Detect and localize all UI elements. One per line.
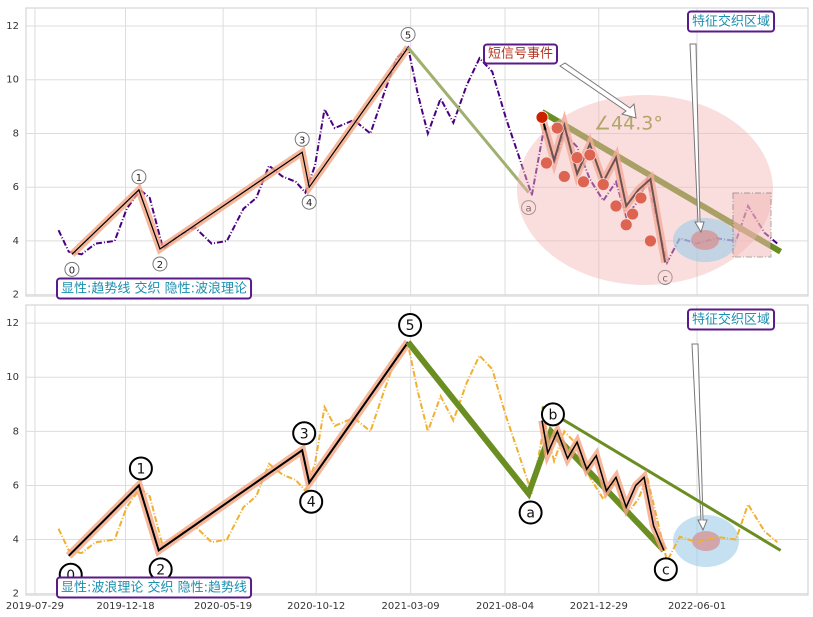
wave-line [541, 420, 665, 551]
signal-dot [557, 170, 571, 183]
y-tick-label: 6 [13, 182, 19, 193]
y-tick-label: 2 [13, 589, 19, 600]
feature-core [692, 531, 720, 551]
wave-label: 5 [405, 30, 411, 41]
wave-label-circle [152, 256, 168, 272]
x-tick-label: 2019-07-29 [6, 601, 64, 612]
wave-label: 4 [307, 495, 316, 511]
wave-label: b [549, 407, 558, 423]
signal-dot [644, 234, 657, 248]
annotation-box [687, 10, 776, 33]
arrow [559, 62, 637, 119]
annotation: 短信号事件 [488, 47, 553, 62]
wave-line [406, 46, 530, 194]
wave-label: c [662, 273, 668, 284]
arrow [691, 343, 708, 532]
y-tick-label: 4 [13, 535, 19, 546]
annotation: 特征交织区域 [692, 312, 770, 328]
feature-box [732, 192, 772, 258]
y-tick-label: 2 [13, 290, 19, 301]
wave-label-circle [657, 269, 673, 285]
wave-label-circle [294, 131, 310, 147]
wave-label-circle [131, 169, 147, 185]
wave-label-circle [540, 402, 565, 427]
y-tick-label: 10 [6, 372, 19, 383]
wave-label-circle [292, 421, 317, 446]
feature-core [691, 230, 719, 250]
wave-label-circle [301, 194, 317, 210]
angle-label: ∠44.3° [594, 113, 663, 135]
annotation-box [56, 576, 253, 599]
annotation-box [687, 308, 776, 331]
wave-label: 2 [156, 562, 165, 578]
wave-label: c [662, 562, 670, 578]
signal-dot [609, 199, 623, 213]
wave-label: 5 [406, 318, 415, 334]
x-tick-label: 2021-08-04 [476, 601, 534, 612]
wave-label-circle [518, 500, 543, 525]
x-tick-label: 2020-05-19 [194, 601, 252, 612]
wave-label-circle [521, 200, 537, 216]
y-tick-label: 12 [6, 318, 19, 329]
annotation-box [56, 277, 253, 300]
wave-label-circle [400, 26, 416, 42]
wave-label-circle [64, 261, 80, 277]
annotation-box [483, 43, 559, 65]
signal-dot [550, 121, 564, 135]
annotation: 显性:波浪理论 交织 隐性:趋势线 [61, 580, 247, 596]
signal-dot [634, 191, 648, 205]
signal-dot [577, 175, 590, 189]
wave-label: a [526, 506, 535, 522]
signal-dot [535, 110, 549, 124]
annotation: 特征交织区域 [692, 14, 770, 30]
signal-dot [619, 218, 633, 232]
x-tick-label: 2021-03-09 [382, 601, 440, 612]
y-tick-label: 12 [6, 21, 19, 32]
signal-dot [596, 178, 610, 191]
wave-label: 3 [299, 135, 305, 146]
wave-line [68, 341, 409, 557]
y-tick-label: 4 [13, 236, 19, 247]
y-tick-label: 8 [13, 128, 19, 139]
x-tick-label: 2019-12-18 [96, 601, 154, 612]
wave-label: 2 [157, 260, 163, 271]
wave-label: 4 [306, 198, 312, 209]
trendline [541, 405, 782, 552]
arrow [689, 43, 705, 234]
annotation: 显性:趋势线 交织 隐性:波浪理论 [61, 281, 247, 297]
wave-label-circle [653, 557, 678, 582]
wave-label: 0 [66, 568, 75, 584]
x-tick-label: 2020-10-12 [287, 601, 345, 612]
wave-label-circle [398, 313, 423, 338]
y-tick-label: 10 [6, 75, 19, 86]
wave-line [71, 47, 409, 255]
x-tick-label: 2022-06-01 [668, 601, 726, 612]
wave-label: 3 [300, 426, 309, 442]
wave-label-circle [128, 456, 153, 481]
y-tick-label: 6 [13, 480, 19, 491]
wave-label: 1 [136, 173, 142, 184]
decorations [517, 43, 773, 567]
signal-dot [626, 207, 639, 221]
wave-label: a [526, 204, 532, 215]
signal-dot [540, 156, 553, 170]
signal-dot [583, 148, 597, 162]
wave-label: 1 [136, 461, 145, 477]
wave-label-circle [299, 489, 324, 514]
wave-label: 0 [69, 265, 75, 276]
signal-dot [570, 151, 584, 165]
y-tick-label: 8 [13, 426, 19, 437]
x-tick-label: 2021-12-29 [570, 601, 628, 612]
